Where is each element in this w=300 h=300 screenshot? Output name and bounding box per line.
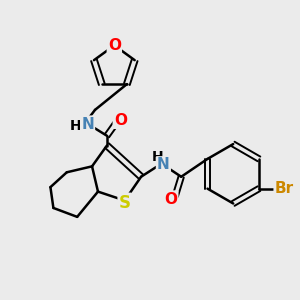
Text: O: O — [108, 38, 121, 53]
Text: O: O — [114, 113, 127, 128]
Text: N: N — [81, 117, 94, 132]
Text: N: N — [157, 158, 170, 172]
Text: Br: Br — [275, 181, 294, 196]
Text: H: H — [152, 150, 163, 164]
Text: S: S — [119, 194, 131, 212]
Text: O: O — [164, 191, 177, 206]
Text: H: H — [70, 118, 82, 133]
